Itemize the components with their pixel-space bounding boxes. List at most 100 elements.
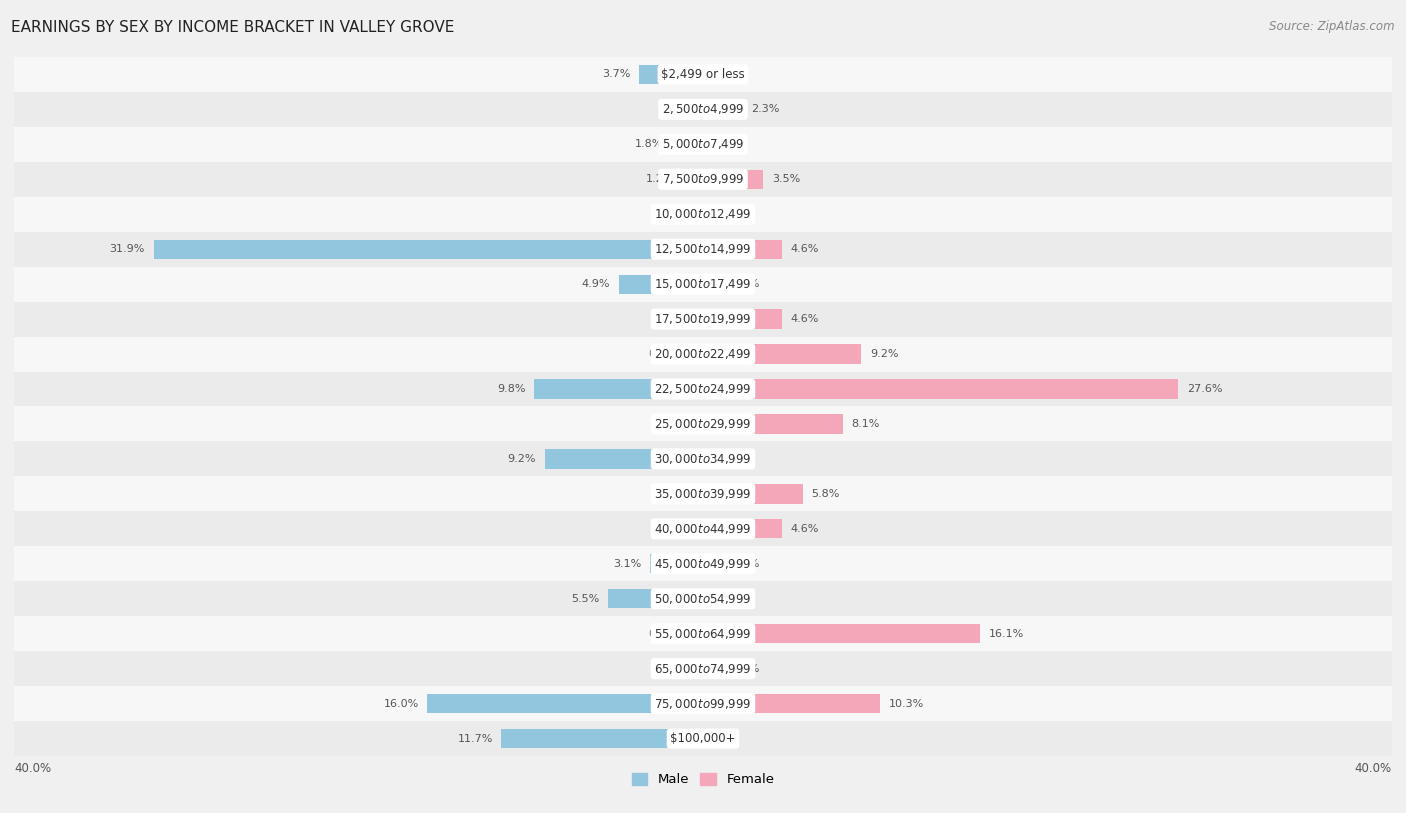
- Bar: [703, 485, 803, 503]
- Text: $2,500 to $4,999: $2,500 to $4,999: [662, 102, 744, 116]
- Bar: [14, 511, 1392, 546]
- Text: $2,499 or less: $2,499 or less: [661, 68, 745, 80]
- Text: 16.0%: 16.0%: [384, 698, 419, 709]
- Text: 3.7%: 3.7%: [602, 69, 631, 80]
- Text: 0.0%: 0.0%: [711, 454, 740, 464]
- Text: 0.0%: 0.0%: [711, 593, 740, 604]
- Text: 16.1%: 16.1%: [988, 628, 1024, 639]
- Bar: [672, 135, 703, 154]
- Bar: [427, 694, 703, 713]
- Text: $5,000 to $7,499: $5,000 to $7,499: [662, 137, 744, 151]
- Text: $7,500 to $9,999: $7,500 to $9,999: [662, 172, 744, 186]
- Bar: [693, 624, 703, 643]
- Text: $35,000 to $39,999: $35,000 to $39,999: [654, 487, 752, 501]
- Bar: [682, 170, 703, 189]
- Bar: [14, 232, 1392, 267]
- Bar: [14, 651, 1392, 686]
- Bar: [14, 721, 1392, 756]
- Text: 4.6%: 4.6%: [790, 244, 820, 254]
- Text: 0.61%: 0.61%: [648, 628, 683, 639]
- Text: $20,000 to $22,499: $20,000 to $22,499: [654, 347, 752, 361]
- Bar: [534, 380, 703, 398]
- Text: 1.2%: 1.2%: [733, 663, 761, 674]
- Text: 0.0%: 0.0%: [666, 209, 695, 220]
- Bar: [650, 554, 703, 573]
- Text: 40.0%: 40.0%: [14, 762, 51, 775]
- Bar: [619, 275, 703, 293]
- Bar: [703, 240, 782, 259]
- Text: $45,000 to $49,999: $45,000 to $49,999: [654, 557, 752, 571]
- Legend: Male, Female: Male, Female: [626, 767, 780, 791]
- Text: 9.8%: 9.8%: [498, 384, 526, 394]
- Bar: [703, 380, 1178, 398]
- Text: 8.1%: 8.1%: [851, 419, 880, 429]
- Text: 1.2%: 1.2%: [645, 174, 673, 185]
- Bar: [14, 406, 1392, 441]
- Text: 0.0%: 0.0%: [666, 104, 695, 115]
- Text: Source: ZipAtlas.com: Source: ZipAtlas.com: [1270, 20, 1395, 33]
- Text: 0.0%: 0.0%: [711, 139, 740, 150]
- Text: $22,500 to $24,999: $22,500 to $24,999: [654, 382, 752, 396]
- Text: 3.5%: 3.5%: [772, 174, 800, 185]
- Text: 0.0%: 0.0%: [666, 663, 695, 674]
- Bar: [703, 100, 742, 119]
- Text: 4.9%: 4.9%: [582, 279, 610, 289]
- Text: 11.7%: 11.7%: [457, 733, 494, 744]
- Text: $75,000 to $99,999: $75,000 to $99,999: [654, 697, 752, 711]
- Bar: [703, 624, 980, 643]
- Bar: [703, 520, 782, 538]
- Text: $100,000+: $100,000+: [671, 733, 735, 745]
- Bar: [14, 441, 1392, 476]
- Text: $15,000 to $17,499: $15,000 to $17,499: [654, 277, 752, 291]
- Bar: [703, 659, 724, 678]
- Text: $12,500 to $14,999: $12,500 to $14,999: [654, 242, 752, 256]
- Text: 0.0%: 0.0%: [666, 419, 695, 429]
- Bar: [14, 127, 1392, 162]
- Text: $40,000 to $44,999: $40,000 to $44,999: [654, 522, 752, 536]
- Bar: [14, 581, 1392, 616]
- Text: 5.5%: 5.5%: [571, 593, 599, 604]
- Bar: [14, 686, 1392, 721]
- Bar: [14, 372, 1392, 406]
- Bar: [703, 170, 763, 189]
- Bar: [703, 345, 862, 363]
- Bar: [703, 694, 880, 713]
- Text: 40.0%: 40.0%: [1355, 762, 1392, 775]
- Text: $65,000 to $74,999: $65,000 to $74,999: [654, 662, 752, 676]
- Bar: [14, 92, 1392, 127]
- Bar: [640, 65, 703, 84]
- Text: 0.61%: 0.61%: [648, 349, 683, 359]
- Text: 0.0%: 0.0%: [711, 209, 740, 220]
- Bar: [14, 476, 1392, 511]
- Bar: [703, 275, 724, 293]
- Text: $25,000 to $29,999: $25,000 to $29,999: [654, 417, 752, 431]
- Text: 31.9%: 31.9%: [110, 244, 145, 254]
- Text: 3.1%: 3.1%: [613, 559, 641, 569]
- Text: 1.2%: 1.2%: [733, 279, 761, 289]
- Text: 10.3%: 10.3%: [889, 698, 924, 709]
- Bar: [703, 310, 782, 328]
- Text: 0.0%: 0.0%: [711, 733, 740, 744]
- Bar: [693, 345, 703, 363]
- Text: $50,000 to $54,999: $50,000 to $54,999: [654, 592, 752, 606]
- Bar: [14, 57, 1392, 92]
- Text: 2.3%: 2.3%: [751, 104, 779, 115]
- Text: $30,000 to $34,999: $30,000 to $34,999: [654, 452, 752, 466]
- Text: 4.6%: 4.6%: [790, 314, 820, 324]
- Bar: [14, 197, 1392, 232]
- Text: EARNINGS BY SEX BY INCOME BRACKET IN VALLEY GROVE: EARNINGS BY SEX BY INCOME BRACKET IN VAL…: [11, 20, 454, 35]
- Text: 0.0%: 0.0%: [666, 524, 695, 534]
- Text: 27.6%: 27.6%: [1187, 384, 1222, 394]
- Text: 0.0%: 0.0%: [666, 489, 695, 499]
- Text: 9.2%: 9.2%: [508, 454, 536, 464]
- Bar: [502, 729, 703, 748]
- Text: 0.0%: 0.0%: [711, 69, 740, 80]
- Bar: [14, 302, 1392, 337]
- Bar: [153, 240, 703, 259]
- Text: 0.0%: 0.0%: [666, 314, 695, 324]
- Bar: [14, 267, 1392, 302]
- Bar: [609, 589, 703, 608]
- Bar: [544, 450, 703, 468]
- Text: 5.8%: 5.8%: [811, 489, 839, 499]
- Bar: [14, 616, 1392, 651]
